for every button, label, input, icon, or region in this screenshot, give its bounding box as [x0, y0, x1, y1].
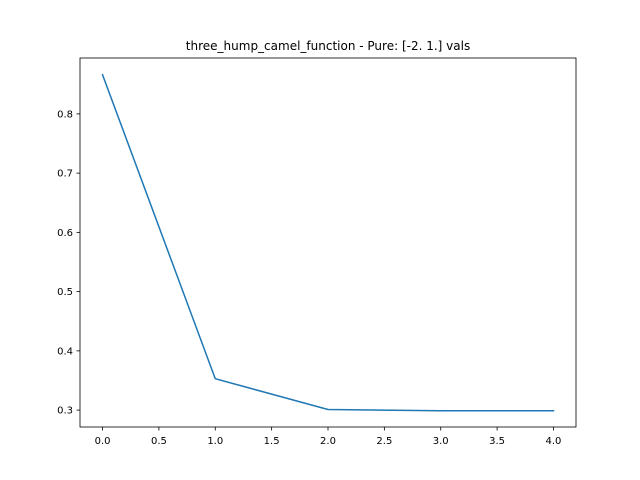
y-tick-label: 0.5 — [57, 287, 73, 298]
x-tick-label: 1.5 — [264, 436, 280, 447]
x-tick-label: 1.0 — [207, 436, 223, 447]
y-tick-label: 0.4 — [57, 346, 73, 357]
x-tick-label: 0.0 — [95, 436, 111, 447]
y-tick-label: 0.3 — [57, 406, 73, 417]
x-tick-label: 2.5 — [376, 436, 392, 447]
x-tick-label: 3.5 — [489, 436, 505, 447]
series-line-0 — [101, 73, 555, 412]
y-tick-label: 0.8 — [57, 109, 73, 120]
y-tick-label: 0.7 — [57, 169, 73, 180]
x-tick-label: 4.0 — [546, 436, 562, 447]
plot-area: 0.0 0.5 1.0 1.5 2.0 2.5 3.0 3.5 4.0 0.3 0.4 0.5 0.6 0… — [57, 57, 577, 447]
axes-frame — [79, 57, 577, 428]
x-tick-label: 0.5 — [151, 436, 167, 447]
x-tick-label: 3.0 — [433, 436, 449, 447]
x-tick-label: 2.0 — [320, 436, 336, 447]
y-tick-label: 0.6 — [57, 228, 73, 239]
chart-title: three_hump_camel_function - Pure: [-2. 1… — [186, 39, 470, 53]
